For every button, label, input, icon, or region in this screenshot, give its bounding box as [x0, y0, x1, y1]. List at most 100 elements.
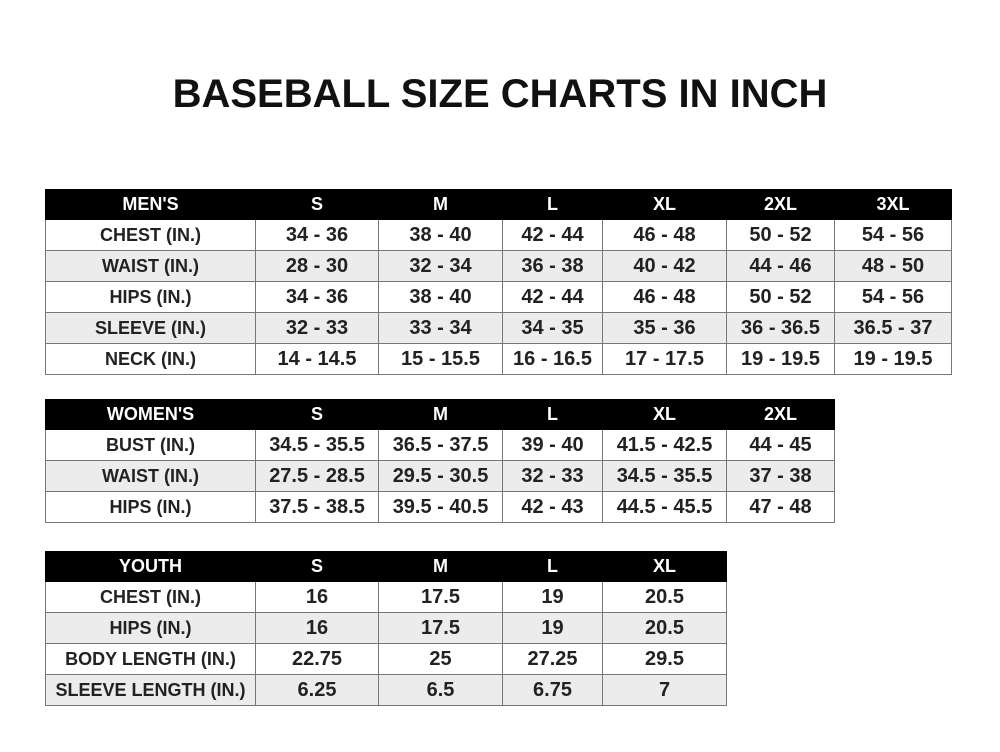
size-column-header: L	[502, 189, 603, 220]
size-column-header: S	[255, 189, 379, 220]
size-column-header: XL	[602, 399, 727, 430]
measurement-label: HIPS (IN.)	[45, 612, 256, 644]
size-value-cell: 27.5 - 28.5	[255, 460, 379, 492]
table-header-row: MEN'S S M L XL 2XL 3XL	[45, 189, 952, 220]
measurement-label: HIPS (IN.)	[45, 491, 256, 523]
size-column-header: S	[255, 399, 379, 430]
size-value-cell: 29.5	[602, 643, 727, 675]
size-column-header: M	[378, 551, 503, 582]
size-value-cell: 34 - 36	[255, 219, 379, 251]
table-header-row: YOUTH S M L XL	[45, 551, 727, 582]
size-value-cell: 19 - 19.5	[726, 343, 835, 375]
size-value-cell: 15 - 15.5	[378, 343, 503, 375]
size-value-cell: 36.5 - 37.5	[378, 429, 503, 461]
size-value-cell: 16 - 16.5	[502, 343, 603, 375]
size-value-cell: 20.5	[602, 581, 727, 613]
size-value-cell: 16	[255, 581, 379, 613]
measurement-label: CHEST (IN.)	[45, 219, 256, 251]
size-value-cell: 14 - 14.5	[255, 343, 379, 375]
size-column-header: L	[502, 399, 603, 430]
table-row: WAIST (IN.) 28 - 30 32 - 34 36 - 38 40 - 42 4…	[45, 250, 952, 282]
size-value-cell: 29.5 - 30.5	[378, 460, 503, 492]
measurement-label: SLEEVE (IN.)	[45, 312, 256, 344]
size-value-cell: 27.25	[502, 643, 603, 675]
size-value-cell: 32 - 34	[378, 250, 503, 282]
size-value-cell: 50 - 52	[726, 219, 835, 251]
youth-size-table: YOUTH S M L XL CHEST (IN.) 16 17.5 19 20.5 HIPS (I…	[45, 551, 727, 706]
measurement-label: NECK (IN.)	[45, 343, 256, 375]
size-value-cell: 48 - 50	[834, 250, 952, 282]
table-row: SLEEVE LENGTH (IN.) 6.25 6.5 6.75 7	[45, 674, 727, 706]
size-column-header: 3XL	[834, 189, 952, 220]
mens-size-table: MEN'S S M L XL 2XL 3XL CHEST (IN.) 34 - 36 38 - 4…	[45, 189, 952, 375]
measurement-label: HIPS (IN.)	[45, 281, 256, 313]
size-value-cell: 36 - 36.5	[726, 312, 835, 344]
table-header-row: WOMEN'S S M L XL 2XL	[45, 399, 835, 430]
size-value-cell: 54 - 56	[834, 281, 952, 313]
size-value-cell: 44 - 45	[726, 429, 835, 461]
size-value-cell: 37 - 38	[726, 460, 835, 492]
size-value-cell: 17.5	[378, 581, 503, 613]
size-value-cell: 47 - 48	[726, 491, 835, 523]
table-category-header: MEN'S	[45, 189, 256, 220]
size-value-cell: 20.5	[602, 612, 727, 644]
size-value-cell: 36 - 38	[502, 250, 603, 282]
size-column-header: L	[502, 551, 603, 582]
size-column-header: S	[255, 551, 379, 582]
table-row: BUST (IN.) 34.5 - 35.5 36.5 - 37.5 39 - 40 4…	[45, 429, 835, 461]
table-category-header: WOMEN'S	[45, 399, 256, 430]
size-column-header: M	[378, 399, 503, 430]
table-row: HIPS (IN.) 37.5 - 38.5 39.5 - 40.5 42 - 43 4…	[45, 491, 835, 523]
size-value-cell: 16	[255, 612, 379, 644]
size-value-cell: 35 - 36	[602, 312, 727, 344]
size-column-header: XL	[602, 551, 727, 582]
size-value-cell: 34.5 - 35.5	[255, 429, 379, 461]
table-row: HIPS (IN.) 34 - 36 38 - 40 42 - 44 46 - 48 50…	[45, 281, 952, 313]
size-value-cell: 42 - 44	[502, 219, 603, 251]
size-value-cell: 38 - 40	[378, 219, 503, 251]
measurement-label: WAIST (IN.)	[45, 460, 256, 492]
size-value-cell: 44 - 46	[726, 250, 835, 282]
size-value-cell: 38 - 40	[378, 281, 503, 313]
table-row: BODY LENGTH (IN.) 22.75 25 27.25 29.5	[45, 643, 727, 675]
measurement-label: SLEEVE LENGTH (IN.)	[45, 674, 256, 706]
size-value-cell: 33 - 34	[378, 312, 503, 344]
size-value-cell: 39.5 - 40.5	[378, 491, 503, 523]
size-value-cell: 28 - 30	[255, 250, 379, 282]
size-value-cell: 34 - 36	[255, 281, 379, 313]
size-value-cell: 6.5	[378, 674, 503, 706]
table-row: CHEST (IN.) 16 17.5 19 20.5	[45, 581, 727, 613]
size-value-cell: 32 - 33	[255, 312, 379, 344]
size-value-cell: 42 - 44	[502, 281, 603, 313]
womens-size-table: WOMEN'S S M L XL 2XL BUST (IN.) 34.5 - 35.5 36.5…	[45, 399, 835, 523]
measurement-label: BUST (IN.)	[45, 429, 256, 461]
size-column-header: 2XL	[726, 189, 835, 220]
size-value-cell: 39 - 40	[502, 429, 603, 461]
table-row: HIPS (IN.) 16 17.5 19 20.5	[45, 612, 727, 644]
table-row: WAIST (IN.) 27.5 - 28.5 29.5 - 30.5 32 - 33…	[45, 460, 835, 492]
page-title: BASEBALL SIZE CHARTS IN INCH	[172, 72, 828, 116]
size-value-cell: 54 - 56	[834, 219, 952, 251]
size-value-cell: 19	[502, 612, 603, 644]
size-value-cell: 19 - 19.5	[834, 343, 952, 375]
size-value-cell: 32 - 33	[502, 460, 603, 492]
size-column-header: XL	[602, 189, 727, 220]
size-value-cell: 22.75	[255, 643, 379, 675]
size-value-cell: 44.5 - 45.5	[602, 491, 727, 523]
size-value-cell: 46 - 48	[602, 219, 727, 251]
table-category-header: YOUTH	[45, 551, 256, 582]
size-value-cell: 34 - 35	[502, 312, 603, 344]
size-value-cell: 40 - 42	[602, 250, 727, 282]
size-value-cell: 50 - 52	[726, 281, 835, 313]
size-value-cell: 37.5 - 38.5	[255, 491, 379, 523]
size-value-cell: 36.5 - 37	[834, 312, 952, 344]
size-value-cell: 19	[502, 581, 603, 613]
size-value-cell: 34.5 - 35.5	[602, 460, 727, 492]
size-value-cell: 25	[378, 643, 503, 675]
size-value-cell: 46 - 48	[602, 281, 727, 313]
table-row: CHEST (IN.) 34 - 36 38 - 40 42 - 44 46 - 48 5…	[45, 219, 952, 251]
size-column-header: 2XL	[726, 399, 835, 430]
size-value-cell: 6.75	[502, 674, 603, 706]
table-row: SLEEVE (IN.) 32 - 33 33 - 34 34 - 35 35 - 36…	[45, 312, 952, 344]
size-value-cell: 6.25	[255, 674, 379, 706]
